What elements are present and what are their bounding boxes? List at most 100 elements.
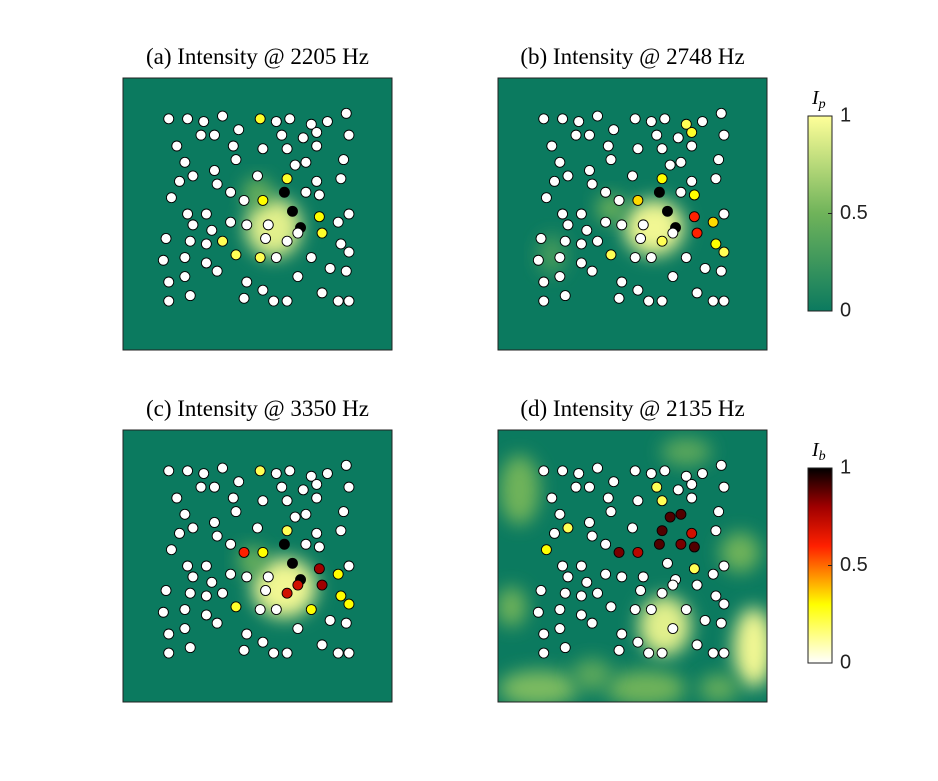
point [198,468,210,479]
point [656,143,668,155]
point [645,604,657,615]
point [252,522,263,534]
point [254,465,266,477]
point [281,495,293,507]
point [163,113,175,125]
point [340,459,352,471]
point [643,647,655,659]
point [238,292,250,304]
panel-frame [122,429,393,703]
point [200,257,212,269]
point [616,276,628,288]
point [605,506,617,518]
point [713,154,725,166]
point [241,628,253,640]
panel-title: (d) Intensity @ 2135 Hz [520,396,744,421]
panel-frame [122,77,393,351]
point [343,481,355,493]
point [209,481,220,493]
point [276,481,288,493]
point [257,194,269,206]
point [171,492,183,504]
colorbar-tick-label: 0 [840,299,851,321]
point [211,617,223,629]
point [206,576,218,588]
point [278,538,290,550]
point [632,194,644,206]
point [718,295,730,307]
point [592,462,603,474]
point [262,571,274,583]
point [540,544,552,556]
point [184,587,196,599]
point [316,579,328,591]
point [715,107,727,119]
point [664,159,676,171]
point [343,598,355,610]
point [675,538,687,550]
point [637,219,649,231]
point [667,271,679,283]
point [195,481,207,493]
colorbar-tick-label: 0.5 [840,554,868,576]
point [584,165,595,176]
point [200,590,212,602]
point [157,606,169,618]
point [305,604,317,615]
point [592,235,603,247]
point [311,527,323,539]
panel-title: (b) Intensity @ 2748 Hz [520,44,744,69]
point [316,639,328,651]
colorbar-label-main: I [811,439,820,461]
colorbar-tick-label: 1 [840,104,851,126]
point [311,175,323,187]
point [276,129,288,141]
point [554,252,566,263]
point [200,609,212,621]
point [613,546,625,558]
point [260,585,272,596]
point [289,159,301,171]
point [217,235,228,247]
point [241,219,253,231]
point [592,110,603,122]
point [343,208,355,220]
point [718,129,730,141]
point [710,173,722,185]
point [707,647,719,659]
point [174,175,185,187]
point [653,538,665,550]
point [343,647,355,659]
point [209,129,220,141]
point [257,636,269,648]
point [182,208,194,220]
point [343,295,355,307]
point [540,192,552,204]
colorbar-label-main: I [811,87,820,109]
point [217,462,228,474]
point [184,642,196,654]
point [268,295,280,307]
point [680,118,692,130]
point [659,113,671,125]
point [696,468,708,479]
point [343,246,355,258]
point [680,604,692,615]
point [165,192,177,204]
point [252,170,263,182]
point [254,252,266,263]
point [632,495,644,507]
point [632,143,644,155]
point [575,257,587,269]
point [707,216,719,228]
point [321,116,333,127]
point [532,606,544,618]
point [546,140,558,152]
heatmap-blobs [498,437,767,702]
point [686,175,698,187]
point [651,481,663,493]
point [184,235,196,247]
point [554,508,566,520]
point [225,216,237,228]
